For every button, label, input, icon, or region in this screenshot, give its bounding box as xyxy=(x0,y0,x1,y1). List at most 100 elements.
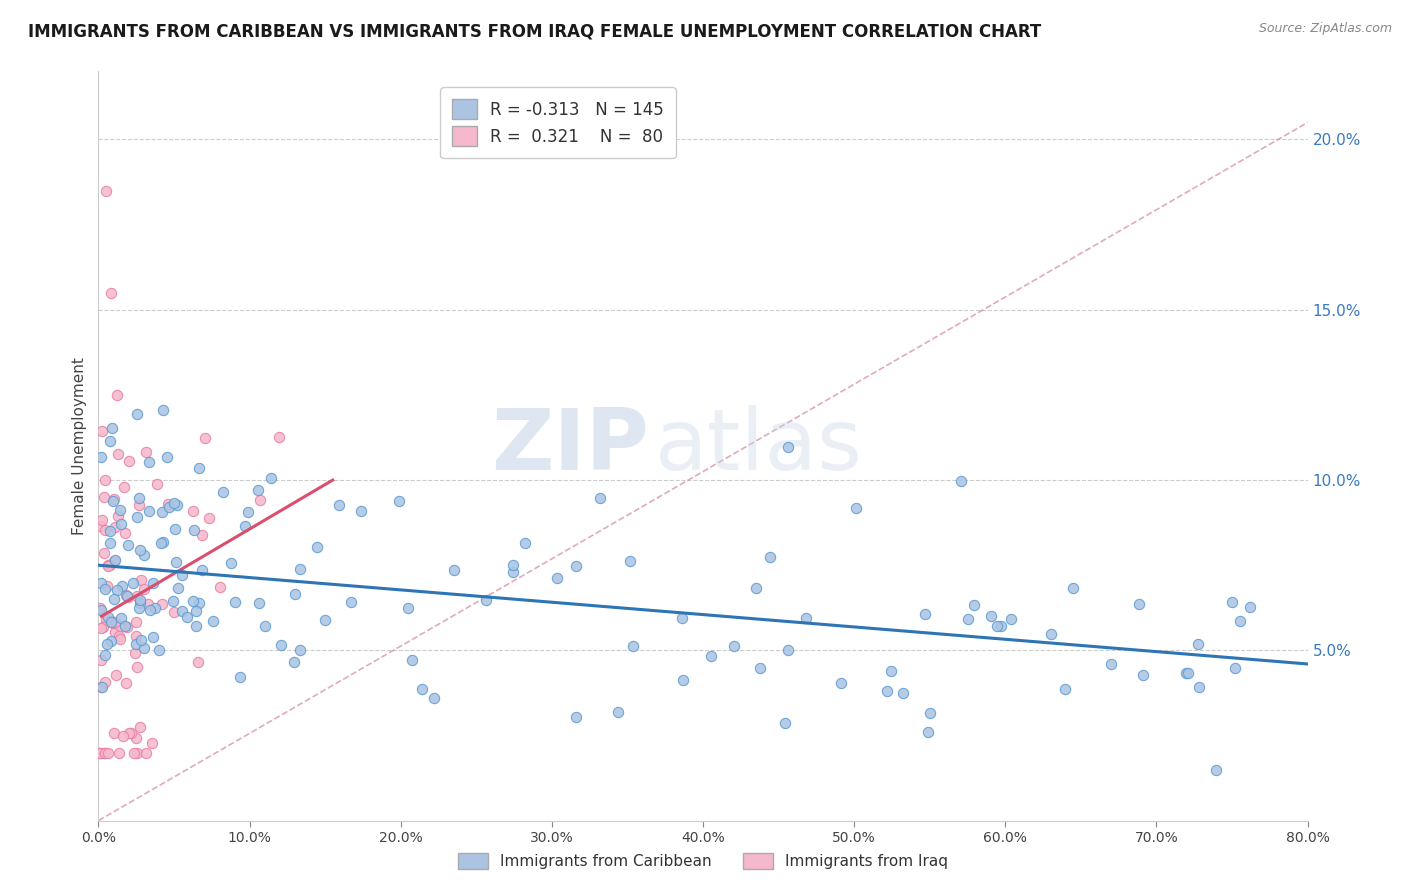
Point xyxy=(1187,637,1209,651)
Point xyxy=(125,510,148,524)
Point xyxy=(1040,627,1063,641)
Point xyxy=(89,600,111,615)
Point xyxy=(388,493,411,508)
Point xyxy=(209,580,232,594)
Point xyxy=(443,562,465,576)
Point xyxy=(112,480,135,494)
Point xyxy=(224,595,246,609)
Point xyxy=(128,498,150,512)
Point xyxy=(723,639,745,653)
Point xyxy=(101,421,124,435)
Point xyxy=(219,556,242,570)
Point xyxy=(990,619,1012,633)
Point xyxy=(176,610,198,624)
Point xyxy=(97,610,120,624)
Point xyxy=(1099,657,1122,671)
Point xyxy=(127,659,149,673)
Point xyxy=(125,615,148,629)
Point xyxy=(96,637,118,651)
Text: IMMIGRANTS FROM CARIBBEAN VS IMMIGRANTS FROM IRAQ FEMALE UNEMPLOYMENT CORRELATIO: IMMIGRANTS FROM CARIBBEAN VS IMMIGRANTS … xyxy=(28,22,1042,40)
Point xyxy=(211,485,233,500)
Point xyxy=(191,528,214,542)
Point xyxy=(91,620,114,634)
Point xyxy=(97,746,120,760)
Point xyxy=(134,640,156,655)
Point xyxy=(124,646,146,660)
Point xyxy=(190,563,212,577)
Point xyxy=(1188,681,1211,695)
Point xyxy=(1175,665,1198,680)
Point xyxy=(103,726,125,740)
Point xyxy=(127,746,149,760)
Point xyxy=(89,746,111,760)
Point xyxy=(143,601,166,615)
Point xyxy=(107,447,129,461)
Point xyxy=(142,630,165,644)
Point xyxy=(201,614,224,628)
Point xyxy=(229,669,252,683)
Point xyxy=(105,388,128,402)
Point xyxy=(1132,668,1154,682)
Point xyxy=(745,581,768,595)
Point xyxy=(184,618,207,632)
Point xyxy=(502,565,524,579)
Point xyxy=(118,454,141,468)
Point xyxy=(149,536,172,550)
Point xyxy=(120,725,142,739)
Point xyxy=(170,568,193,582)
Point xyxy=(148,643,170,657)
Point xyxy=(135,746,157,760)
Point xyxy=(957,612,980,626)
Point xyxy=(290,562,312,576)
Point xyxy=(139,603,162,617)
Point xyxy=(103,493,125,508)
Point xyxy=(103,591,125,606)
Point xyxy=(117,590,139,604)
Point xyxy=(125,629,148,643)
Point xyxy=(135,445,157,459)
Point xyxy=(90,450,112,465)
Point xyxy=(103,491,125,506)
Point xyxy=(396,601,419,615)
Point xyxy=(93,546,115,560)
Point xyxy=(198,510,221,524)
Point xyxy=(546,571,568,585)
Point xyxy=(163,496,186,510)
Point xyxy=(96,614,118,628)
Point xyxy=(138,455,160,469)
Point xyxy=(350,504,373,518)
Point xyxy=(108,629,131,643)
Point xyxy=(141,736,163,750)
Point xyxy=(93,473,115,487)
Point xyxy=(103,519,125,533)
Point xyxy=(565,710,588,724)
Point xyxy=(184,604,207,618)
Legend: Immigrants from Caribbean, Immigrants from Iraq: Immigrants from Caribbean, Immigrants fr… xyxy=(451,847,955,875)
Point xyxy=(105,583,128,598)
Point xyxy=(156,450,179,465)
Point xyxy=(776,642,799,657)
Point xyxy=(918,706,941,720)
Point xyxy=(90,680,112,694)
Point xyxy=(152,403,174,417)
Point xyxy=(401,653,423,667)
Point xyxy=(1177,665,1199,680)
Point xyxy=(100,285,122,300)
Point xyxy=(107,746,129,760)
Point xyxy=(91,513,114,527)
Point xyxy=(107,508,129,523)
Point xyxy=(607,705,630,719)
Point xyxy=(621,639,644,653)
Point xyxy=(114,525,136,540)
Point xyxy=(104,668,127,682)
Point xyxy=(124,731,146,746)
Point xyxy=(246,483,269,498)
Legend: R = -0.313   N = 145, R =  0.321    N =  80: R = -0.313 N = 145, R = 0.321 N = 80 xyxy=(440,87,676,158)
Point xyxy=(914,607,936,622)
Point xyxy=(101,615,124,630)
Point xyxy=(163,523,186,537)
Point xyxy=(254,619,277,633)
Point xyxy=(156,497,179,511)
Point xyxy=(950,474,973,488)
Point xyxy=(773,716,796,731)
